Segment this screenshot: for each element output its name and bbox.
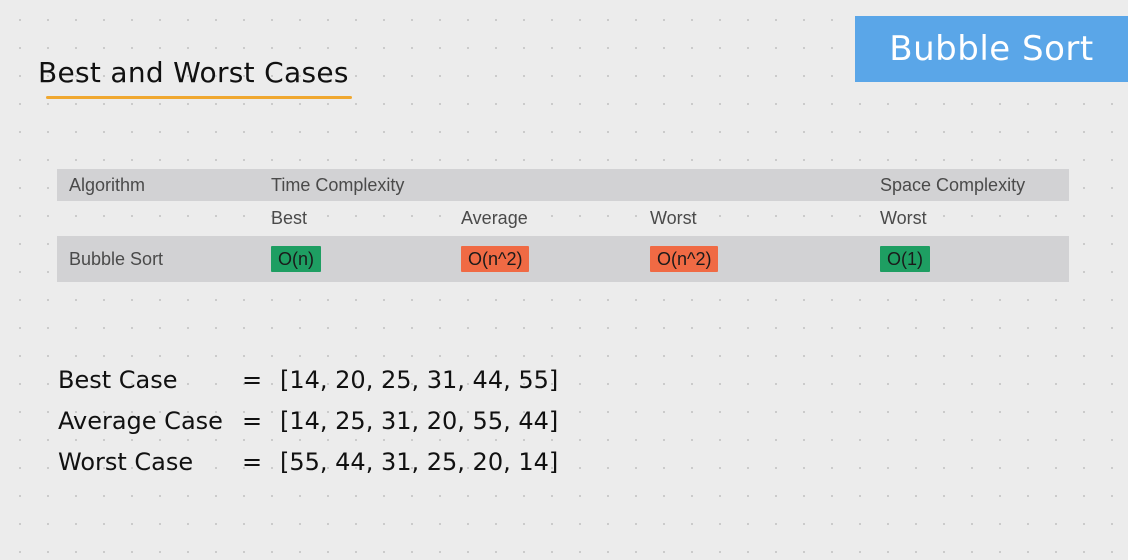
case-label: Worst Case [58,448,194,476]
average-time-pill: O(n^2) [461,246,530,272]
header-time-complexity: Time Complexity [271,174,405,195]
worst-time-cell: O(n^2) [650,236,719,282]
space-worst-pill: O(1) [880,246,930,272]
table-subheader-row: Best Average Worst Worst [57,201,1069,236]
best-time-cell: O(n) [271,236,321,282]
equals-sign: = [242,366,263,394]
subheader-worst: Worst [650,208,697,228]
space-worst-cell: O(1) [880,236,930,282]
table-row: Bubble Sort O(n) O(n^2) O(n^2) O(1) [57,236,1069,282]
title-underline [46,96,352,99]
row-algorithm-name: Bubble Sort [69,248,164,269]
subheader-best: Best [271,208,308,228]
case-array: [14, 20, 25, 31, 44, 55] [280,366,559,394]
worst-time-pill: O(n^2) [650,246,719,272]
table-header-row: Algorithm Time Complexity Space Complexi… [57,169,1069,201]
header-algorithm: Algorithm [69,174,146,195]
equals-sign: = [242,448,263,476]
header-space-complexity: Space Complexity [880,174,1026,195]
case-array: [14, 25, 31, 20, 55, 44] [280,407,559,435]
case-array: [55, 44, 31, 25, 20, 14] [280,448,559,476]
subheader-average: Average [461,208,528,228]
average-time-cell: O(n^2) [461,236,530,282]
case-label: Average Case [58,407,223,435]
bubble-sort-badge: Bubble Sort [855,16,1128,82]
best-time-pill: O(n) [271,246,321,272]
case-label: Best Case [58,366,178,394]
subheader-space-worst: Worst [880,208,927,228]
complexity-table: Algorithm Time Complexity Space Complexi… [57,169,1069,282]
page-title: Best and Worst Cases [38,56,349,89]
equals-sign: = [242,407,263,435]
